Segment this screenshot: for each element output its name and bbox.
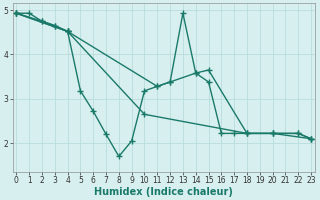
X-axis label: Humidex (Indice chaleur): Humidex (Indice chaleur): [94, 187, 233, 197]
